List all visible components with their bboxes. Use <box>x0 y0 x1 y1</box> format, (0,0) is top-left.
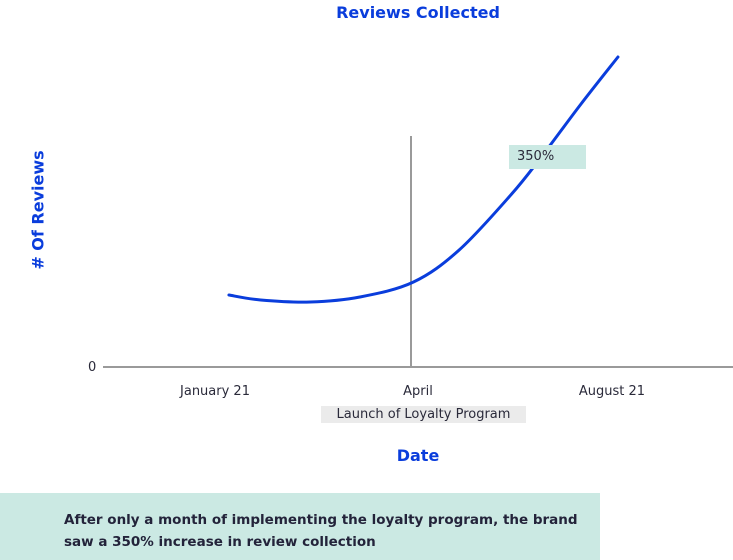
y-tick-0: 0 <box>88 360 97 375</box>
percent-callout: 350% <box>509 145 586 169</box>
series-line <box>227 55 620 304</box>
chart-title: Reviews Collected <box>336 3 500 22</box>
launch-label: Launch of Loyalty Program <box>321 406 526 423</box>
summary-note: After only a month of implementing the l… <box>0 493 600 560</box>
x-tick-august: August 21 <box>578 384 646 399</box>
x-axis-label: Date <box>396 446 440 465</box>
x-tick-january: January 21 <box>180 384 250 399</box>
x-tick-april: April <box>403 384 433 399</box>
